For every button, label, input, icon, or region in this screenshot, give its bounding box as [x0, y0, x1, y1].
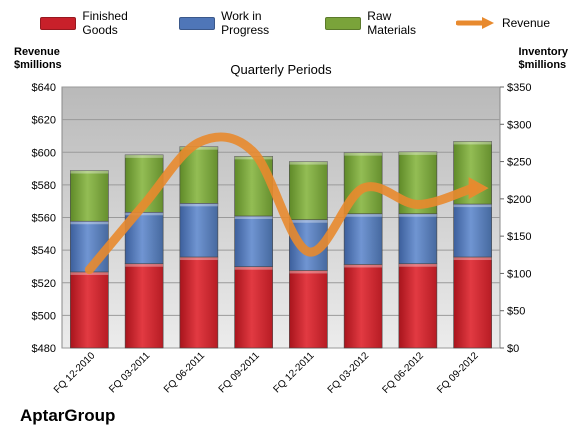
y-tick-right: $0 — [507, 343, 519, 355]
y-tick-left: $500 — [32, 310, 56, 322]
y-tick-left: $480 — [32, 343, 56, 355]
bar-finished-goods — [124, 263, 164, 349]
legend-item-raw-materials: Raw Materials — [324, 9, 440, 37]
x-tick-label: FQ 12-2011 — [272, 350, 317, 395]
bar-raw-materials-cap — [289, 161, 328, 165]
legend-swatch-work-in-progress — [178, 16, 216, 30]
y-tick-left: $580 — [32, 180, 56, 192]
legend: Finished Goods Work in Progress Raw Mate… — [40, 9, 566, 37]
y-tick-left: $600 — [32, 147, 56, 159]
bar-work-in-progress-cap — [179, 203, 218, 207]
bar-finished-goods-cap — [125, 263, 164, 267]
revenue-arrowhead — [468, 177, 489, 200]
y-tick-right: $100 — [507, 268, 531, 280]
bar-work-in-progress — [179, 203, 219, 258]
legend-label-finished-goods: Finished Goods — [82, 9, 128, 37]
bar-work-in-progress-cap — [398, 213, 437, 217]
left-axis-title-line1: Revenue — [14, 46, 60, 58]
right-axis-title-line1: Inventory — [518, 46, 568, 58]
legend-swatch-raw-materials — [324, 16, 362, 30]
bar-finished-goods — [398, 263, 438, 349]
legend-swatch-finished-goods — [40, 16, 77, 30]
bar-finished-goods — [234, 266, 273, 349]
bar-raw-materials-cap — [398, 151, 437, 155]
y-tick-left: $560 — [32, 213, 56, 225]
legend-arrow-icon — [455, 17, 494, 29]
bar-finished-goods-cap — [344, 264, 383, 268]
y-tick-right: $300 — [507, 119, 531, 131]
x-axis-title: Quarterly Periods — [230, 62, 332, 77]
bar-work-in-progress-cap — [453, 204, 492, 208]
bar-work-in-progress-cap — [125, 212, 164, 216]
y-tick-left: $520 — [32, 278, 56, 290]
y-tick-left: $620 — [32, 115, 56, 127]
bar-raw-materials-cap — [70, 170, 109, 174]
bar-finished-goods-cap — [289, 270, 328, 274]
bar-finished-goods — [179, 256, 219, 349]
bar-raw-materials — [70, 170, 109, 222]
y-tick-right: $350 — [507, 82, 531, 94]
y-tick-left: $640 — [32, 82, 56, 94]
y-tick-right: $250 — [507, 157, 531, 169]
y-tick-right: $50 — [507, 306, 525, 318]
bar-raw-materials — [234, 156, 273, 217]
left-axis-title: Revenue $millions — [14, 46, 62, 72]
bar-finished-goods — [289, 270, 328, 349]
left-axis-title-line2: $millions — [14, 59, 62, 71]
bar-work-in-progress-cap — [344, 213, 383, 217]
y-tick-right: $150 — [507, 231, 531, 243]
bar-raw-materials-cap — [453, 141, 492, 145]
legend-label-revenue: Revenue — [501, 16, 550, 30]
bar-work-in-progress-cap — [289, 219, 328, 223]
company-name: AptarGroup — [20, 406, 116, 425]
bar-work-in-progress-cap — [70, 221, 109, 225]
bar-raw-materials-cap — [344, 152, 383, 156]
right-axis-title: Inventory $millions — [518, 46, 568, 72]
legend-label-work-in-progress: Work in Progress — [221, 9, 270, 37]
bar-raw-materials-cap — [179, 146, 218, 150]
bar-work-in-progress — [453, 203, 492, 258]
x-tick-label: FQ 06-2012 — [380, 350, 426, 396]
x-tick-label: FQ 03-2012 — [326, 350, 372, 396]
revenue-line — [84, 132, 478, 275]
bar-work-in-progress — [343, 213, 383, 265]
bar-raw-materials — [289, 161, 328, 221]
bar-work-in-progress — [234, 215, 273, 268]
bar-finished-goods — [70, 271, 109, 349]
y-tick-right: $200 — [507, 194, 531, 206]
bar-finished-goods-cap — [398, 263, 437, 267]
y-tick-left: $540 — [32, 245, 56, 257]
bar-finished-goods — [453, 256, 492, 349]
legend-label-raw-materials: Raw Materials — [367, 9, 416, 37]
legend-item-work-in-progress: Work in Progress — [178, 9, 309, 37]
x-tick-label: FQ 09-2011 — [217, 350, 262, 395]
bar-work-in-progress-cap — [234, 216, 273, 220]
bar-work-in-progress — [398, 213, 438, 265]
bar-finished-goods-cap — [179, 257, 218, 261]
x-tick-label: FQ 12-2010 — [52, 350, 98, 396]
x-tick-label: FQ 03-2011 — [107, 350, 152, 395]
x-tick-label: FQ 09-2012 — [435, 350, 481, 396]
legend-item-revenue: Revenue — [455, 16, 550, 30]
x-tick-label: FQ 06-2011 — [162, 350, 207, 395]
bar-finished-goods-cap — [453, 257, 492, 261]
bar-finished-goods-cap — [234, 266, 273, 270]
legend-item-finished-goods: Finished Goods — [40, 9, 163, 37]
right-axis-title-line2: $millions — [518, 59, 567, 71]
bar-finished-goods — [343, 264, 383, 349]
bar-raw-materials-cap — [125, 154, 164, 158]
